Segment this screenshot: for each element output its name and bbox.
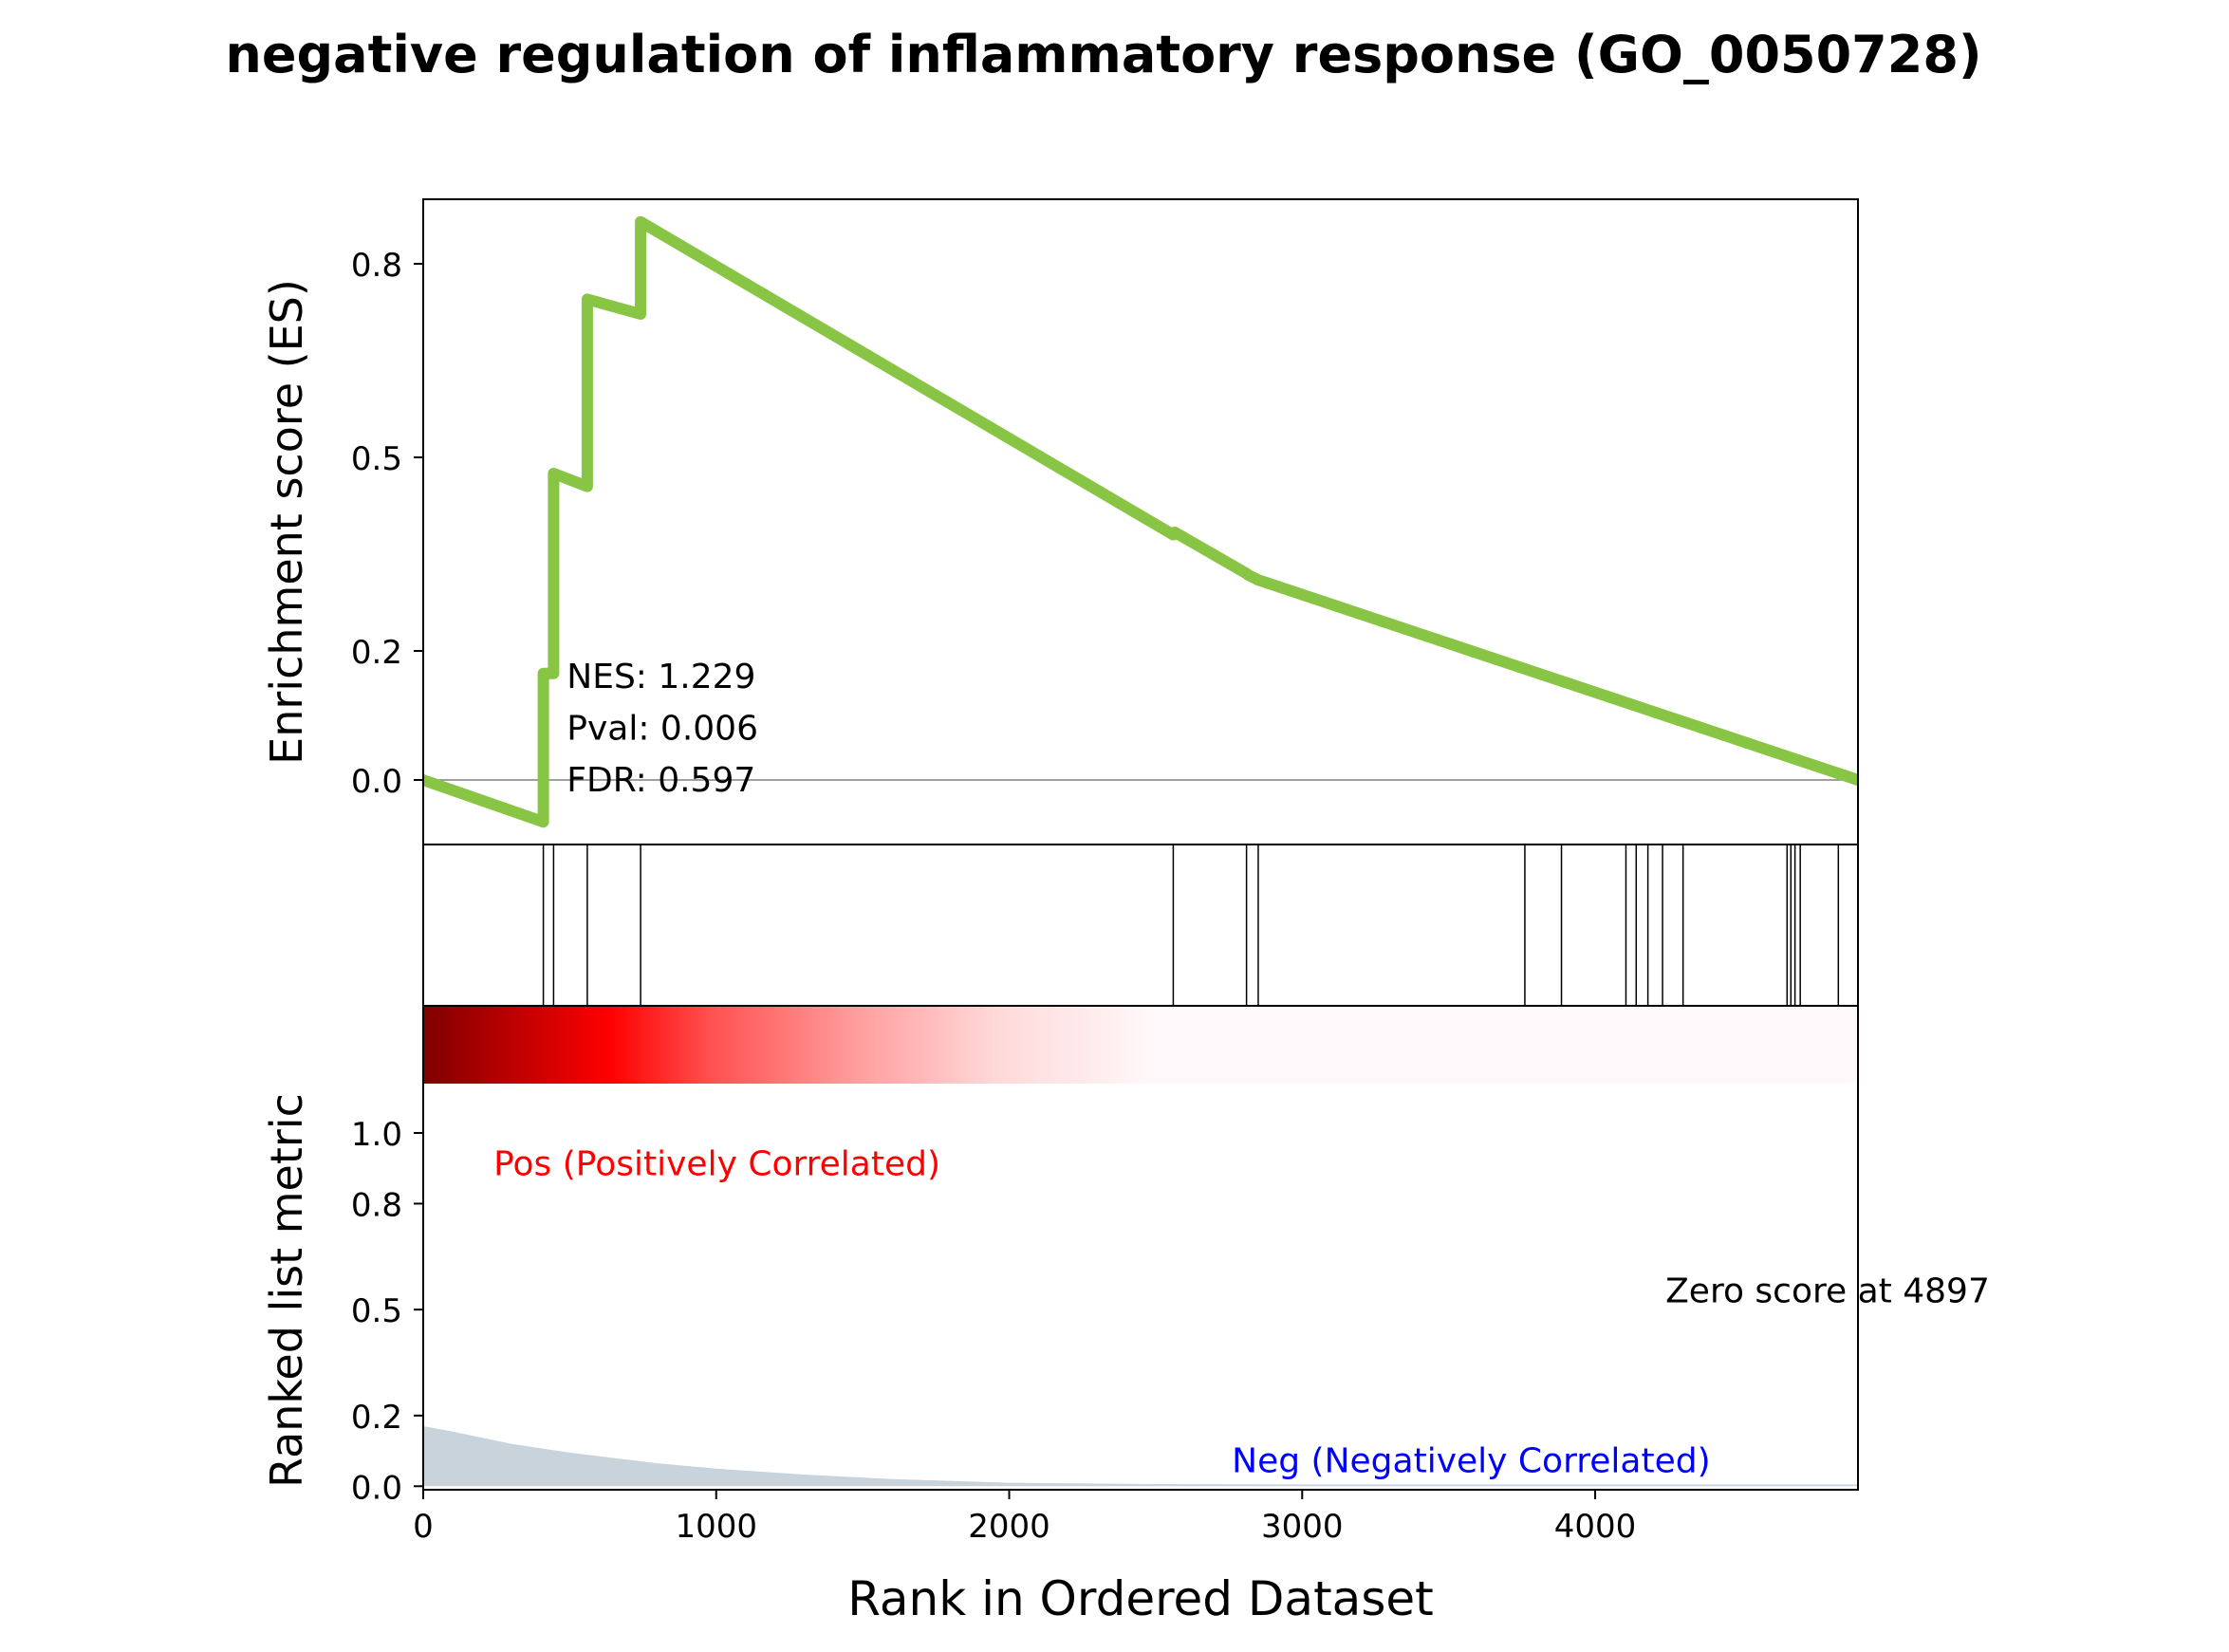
hits-frame [422,844,1859,1007]
hits-panel [542,845,1840,1006]
stat-annotation: Pval: 0.006 [567,710,758,749]
y-tick-label-ranked-metric: 0.0 [351,1469,402,1507]
chart-title: negative regulation of inflammatory resp… [225,25,1981,84]
x-axis-label: Rank in Ordered Dataset [847,1571,1433,1626]
y-tick-label-ranked-metric: 1.0 [351,1116,402,1154]
ranked-metric-frame [422,1005,1859,1491]
y-tick-label-ranked-metric: 0.2 [351,1399,402,1437]
y-axis-label-enrichment: Enrichment score (ES) [261,279,312,765]
ranked-metric-panel: 0.0 0.2 0.5 0.8 1.0 0 1000 2000 3000 4000 Pos (Pos… [351,1006,1990,1546]
y-tick-label-ranked-metric: 0.8 [351,1186,402,1224]
es-curve [423,215,1858,828]
stat-annotation: FDR: 0.597 [567,761,755,800]
x-tick-label: 4000 [1554,1508,1637,1546]
ranked-metric-area [423,1426,1858,1487]
x-tick-label: 2000 [968,1508,1050,1546]
y-tick-label-enrichment: 0.5 [351,440,402,478]
x-tick-label: 1000 [675,1508,757,1546]
neg-correlated-label: Neg (Negatively Correlated) [1232,1441,1710,1480]
stat-annotation: NES: 1.229 [567,658,755,696]
y-tick-label-enrichment: 0.2 [351,634,402,672]
y-tick-label-enrichment: 0.8 [351,247,402,285]
x-tick-label: 0 [413,1508,434,1546]
y-tick-label-ranked-metric: 0.5 [351,1292,402,1330]
x-tick-label: 3000 [1261,1508,1344,1546]
zero-score-label: Zero score at 4897 [1665,1272,1990,1311]
correlation-heat-bar [423,1006,1858,1084]
enrichment-panel: 0.0 0.2 0.5 0.8 NES: 1.229 Pval: 0.006 FDR: 0.… [351,215,1858,828]
y-axis-label-ranked-metric: Ranked list metric [261,1093,312,1488]
y-tick-label-enrichment: 0.0 [351,763,402,801]
pos-correlated-label: Pos (Positively Correlated) [493,1145,940,1184]
